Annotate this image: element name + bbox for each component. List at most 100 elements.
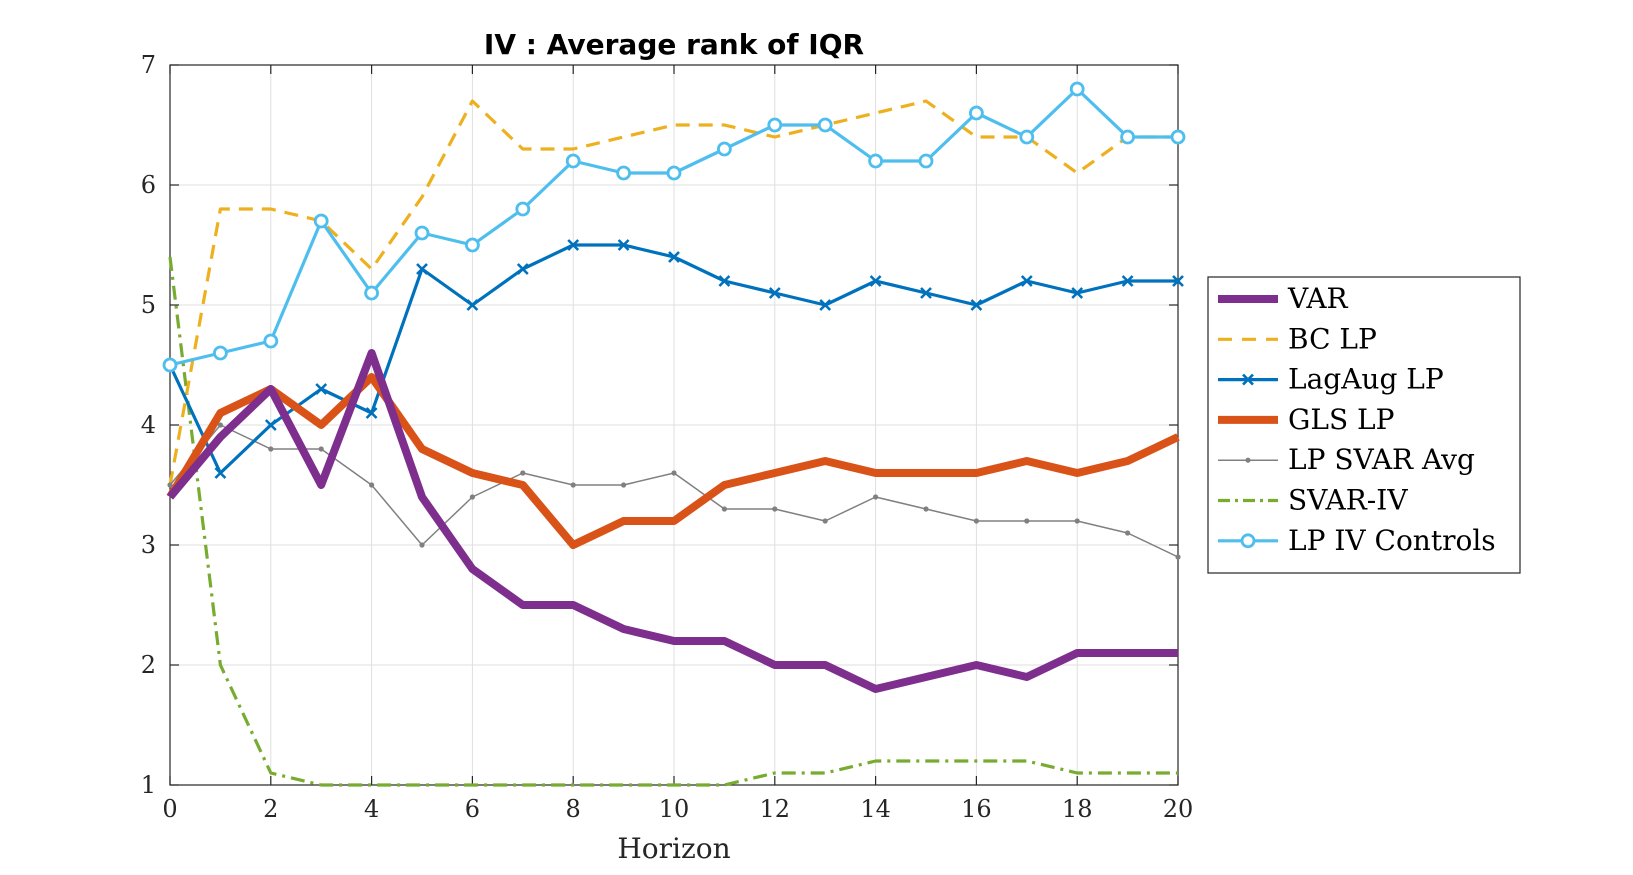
y-tick-label: 7 (141, 51, 156, 79)
legend-marker-lp-iv-controls (1240, 533, 1256, 549)
data-point-lp-iv-controls (717, 141, 732, 157)
data-point-lagaug-lp (1020, 275, 1033, 287)
legend-marker-lagaug-lp (1242, 373, 1254, 386)
legend-item-var: VAR (1218, 282, 1349, 315)
data-point-lp-iv-controls (162, 357, 178, 373)
legend-label-var: VAR (1287, 282, 1349, 315)
data-point-lp-iv-controls (212, 345, 228, 361)
series-line-var (166, 349, 1178, 693)
x-tick-label: 2 (263, 795, 278, 823)
data-point-lagaug-lp (1172, 275, 1184, 287)
legend-item-gls-lp: GLS LP (1218, 403, 1394, 436)
series-markers (162, 81, 1186, 560)
legend-item-bc-lp: BC LP (1218, 322, 1377, 355)
data-point-lagaug-lp (416, 263, 428, 275)
x-tick-label: 14 (860, 795, 891, 823)
data-point-lagaug-lp (214, 467, 227, 479)
data-point-lp-svar-avg (318, 446, 324, 452)
data-point-lagaug-lp (718, 275, 731, 287)
data-point-lagaug-lp (920, 287, 932, 299)
x-tick-label: 18 (1062, 795, 1093, 823)
legend-item-lagaug-lp: LagAug LP (1218, 363, 1444, 396)
data-point-lp-iv-controls (364, 285, 380, 301)
data-point-lp-iv-controls (1170, 129, 1186, 145)
data-point-lp-svar-avg (167, 482, 173, 488)
data-point-lp-svar-avg (1024, 518, 1030, 524)
data-point-lp-svar-avg (1125, 530, 1131, 536)
data-point-lp-svar-avg (520, 470, 526, 476)
data-point-lp-iv-controls (1120, 129, 1135, 145)
legend-item-svar-iv: SVAR-IV (1218, 484, 1408, 517)
y-tick-label: 5 (141, 291, 156, 319)
legend-box (1207, 276, 1521, 574)
legend-item-lp-iv-controls: LP IV Controls (1218, 524, 1496, 557)
y-tick-label: 2 (141, 651, 156, 679)
x-tick-label: 8 (566, 795, 581, 823)
y-tick-label: 6 (141, 171, 156, 199)
data-point-lp-iv-controls (817, 117, 833, 133)
data-point-lp-svar-avg (822, 518, 828, 524)
legend-label-bc-lp: BC LP (1288, 322, 1377, 355)
data-point-lp-svar-avg (369, 482, 375, 488)
data-point-lp-svar-avg (1175, 554, 1181, 560)
data-point-lp-svar-avg (1074, 518, 1080, 524)
data-point-lp-svar-avg (570, 482, 576, 488)
data-point-lp-iv-controls (565, 153, 581, 169)
x-tick-label: 10 (659, 795, 690, 823)
data-point-lagaug-lp (315, 383, 328, 395)
data-point-lp-svar-avg (217, 422, 223, 428)
x-tick-label: 20 (1163, 795, 1194, 823)
series-line-svar-iv (168, 256, 1178, 787)
data-point-lp-iv-controls (464, 237, 480, 253)
data-point-lp-iv-controls (616, 165, 631, 181)
data-point-lagaug-lp (365, 407, 378, 419)
data-point-lp-svar-avg (772, 506, 778, 512)
data-point-lp-svar-avg (671, 470, 677, 476)
data-point-lagaug-lp (1071, 287, 1084, 299)
legend-label-svar-iv: SVAR-IV (1288, 484, 1408, 517)
data-point-lp-svar-avg (268, 446, 274, 452)
chart-title: IV : Average rank of IQR (484, 28, 864, 61)
legend-label-lp-svar-avg: LP SVAR Avg (1288, 443, 1475, 476)
data-point-lp-iv-controls (515, 201, 531, 217)
legend-marker-lp-svar-avg (1245, 457, 1251, 463)
data-point-lagaug-lp (869, 275, 882, 287)
data-point-lagaug-lp (264, 419, 277, 431)
data-point-lp-svar-avg (469, 494, 475, 500)
data-point-lp-svar-avg (621, 482, 627, 488)
data-point-lagaug-lp (970, 299, 983, 311)
legend-label-gls-lp: GLS LP (1288, 403, 1394, 436)
data-point-lagaug-lp (466, 299, 479, 311)
data-point-lagaug-lp (668, 251, 680, 263)
data-point-lp-svar-avg (721, 506, 728, 512)
data-point-lagaug-lp (567, 239, 580, 251)
data-point-lp-iv-controls (918, 153, 934, 169)
data-point-lp-iv-controls (313, 213, 329, 229)
data-point-lagaug-lp (1121, 275, 1134, 287)
data-point-lp-iv-controls (767, 117, 783, 133)
y-tick-label: 4 (141, 411, 156, 439)
y-tick-label: 3 (141, 531, 156, 559)
x-tick-label: 4 (364, 795, 379, 823)
data-point-lp-iv-controls (1069, 81, 1085, 97)
data-point-lp-iv-controls (1019, 129, 1035, 145)
data-point-lp-svar-avg (923, 506, 929, 512)
legend-label-lp-iv-controls: LP IV Controls (1288, 524, 1496, 557)
x-tick-label: 12 (760, 795, 791, 823)
x-tick-label: 16 (961, 795, 992, 823)
series-line-bc-lp (168, 99, 1178, 486)
data-point-lp-iv-controls (969, 105, 984, 121)
data-point-lp-iv-controls (868, 153, 883, 169)
data-point-lp-svar-avg (973, 518, 980, 524)
legend: VAR BC LP LagAug LP GLS LP LP SVAR Avg SVAR-I… (1207, 276, 1521, 574)
data-point-lagaug-lp (516, 263, 529, 275)
x-tick-label: 0 (162, 795, 177, 823)
legend-label-lagaug-lp: LagAug LP (1288, 363, 1444, 396)
data-point-lagaug-lp (768, 287, 781, 299)
data-point-lagaug-lp (617, 239, 630, 251)
data-point-lp-iv-controls (263, 333, 279, 349)
x-axis-title: Horizon (617, 832, 730, 865)
legend-item-lp-svar-avg: LP SVAR Avg (1218, 443, 1475, 476)
